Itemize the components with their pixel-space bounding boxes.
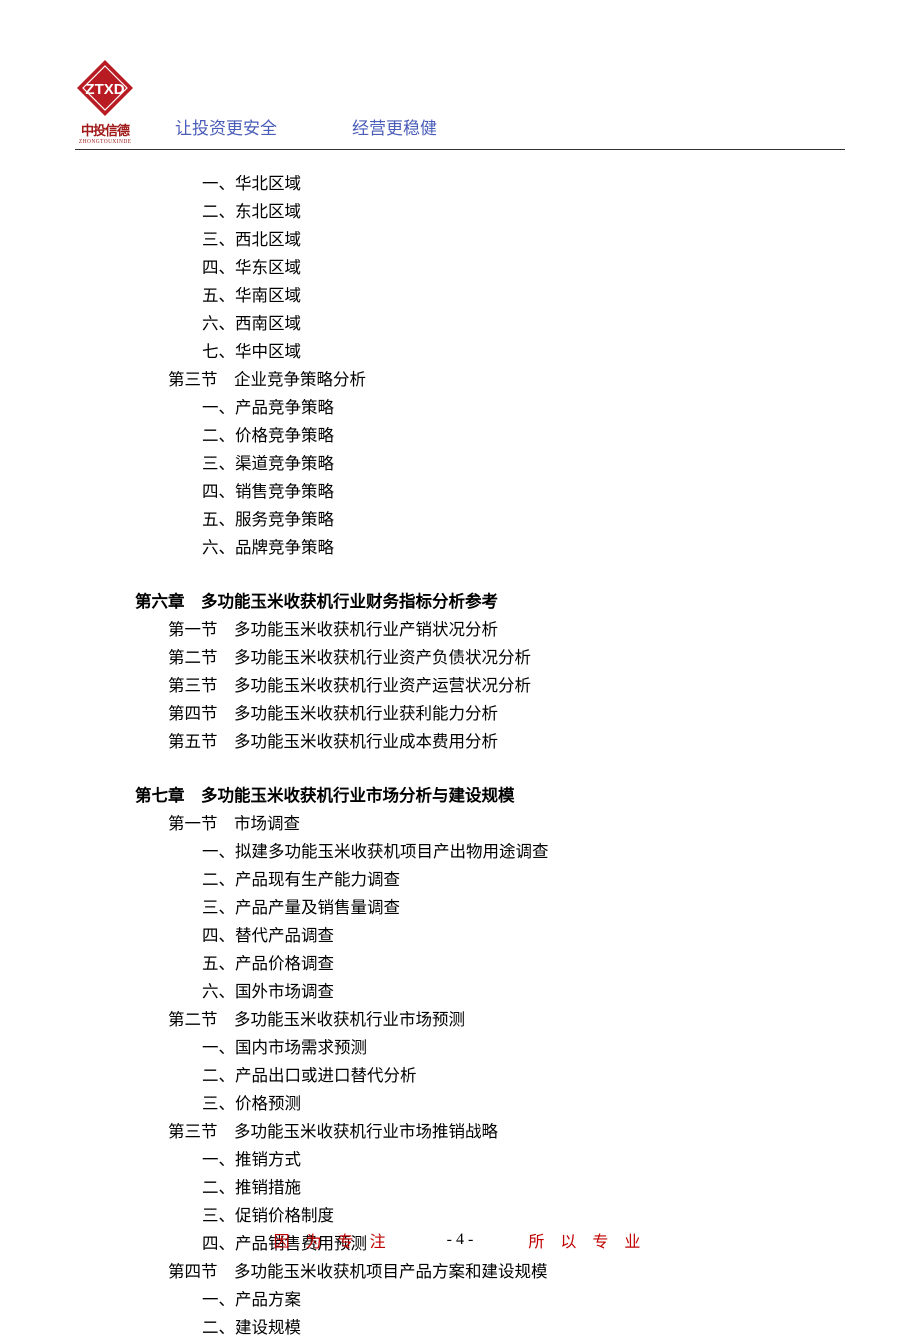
- toc-section: 第一节 市场调查: [168, 810, 820, 838]
- chapter-title: 第六章 多功能玉米收获机行业财务指标分析参考: [135, 588, 820, 616]
- toc-section: 第三节 多功能玉米收获机行业资产运营状况分析: [168, 672, 820, 700]
- toc-item: 四、销售竞争策略: [202, 478, 820, 506]
- logo-icon: ZTXD: [75, 58, 135, 118]
- toc-item: 二、建设规模: [202, 1314, 820, 1342]
- page-footer: 因 为 专 注 - 4 - 所 以 专 业: [0, 1228, 920, 1252]
- toc-content: 一、华北区域 二、东北区域 三、西北区域 四、华东区域 五、华南区域 六、西南区…: [135, 170, 820, 1342]
- toc-item: 三、价格预测: [202, 1090, 820, 1118]
- toc-item: 三、西北区域: [202, 226, 820, 254]
- toc-item: 四、华东区域: [202, 254, 820, 282]
- toc-section: 第四节 多功能玉米收获机行业获利能力分析: [168, 700, 820, 728]
- toc-item: 一、华北区域: [202, 170, 820, 198]
- logo-text-cn: 中投信德: [81, 120, 129, 139]
- toc-item: 二、产品现有生产能力调查: [202, 866, 820, 894]
- page-header: ZTXD 中投信德 ZHONGTOUXINDE 让投资更安全 经营更稳健: [75, 60, 845, 150]
- toc-item: 一、拟建多功能玉米收获机项目产出物用途调查: [202, 838, 820, 866]
- toc-item: 六、国外市场调查: [202, 978, 820, 1006]
- toc-item: 三、促销价格制度: [202, 1202, 820, 1230]
- pre-block: 一、华北区域 二、东北区域 三、西北区域 四、华东区域 五、华南区域 六、西南区…: [135, 170, 820, 562]
- toc-item: 二、推销措施: [202, 1174, 820, 1202]
- logo-block: ZTXD 中投信德 ZHONGTOUXINDE: [75, 58, 135, 145]
- toc-item: 四、替代产品调查: [202, 922, 820, 950]
- toc-section: 第三节 多功能玉米收获机行业市场推销战略: [168, 1118, 820, 1146]
- toc-item: 一、推销方式: [202, 1146, 820, 1174]
- toc-item: 七、华中区域: [202, 338, 820, 366]
- footer-left: 因 为 专 注: [274, 1228, 392, 1252]
- toc-section: 第二节 多功能玉米收获机行业资产负债状况分析: [168, 644, 820, 672]
- chapter-title: 第七章 多功能玉米收获机行业市场分析与建设规模: [135, 782, 820, 810]
- toc-section: 第四节 多功能玉米收获机项目产品方案和建设规模: [168, 1258, 820, 1286]
- toc-section: 第五节 多功能玉米收获机行业成本费用分析: [168, 728, 820, 756]
- chapter-6: 第六章 多功能玉米收获机行业财务指标分析参考 第一节 多功能玉米收获机行业产销状…: [135, 588, 820, 756]
- toc-section: 第二节 多功能玉米收获机行业市场预测: [168, 1006, 820, 1034]
- toc-section: 第一节 多功能玉米收获机行业产销状况分析: [168, 616, 820, 644]
- svg-text:ZTXD: ZTXD: [85, 81, 124, 98]
- footer-right: 所 以 专 业: [528, 1228, 646, 1252]
- toc-item: 三、渠道竞争策略: [202, 450, 820, 478]
- toc-item: 二、产品出口或进口替代分析: [202, 1062, 820, 1090]
- toc-item: 二、东北区域: [202, 198, 820, 226]
- toc-item: 五、华南区域: [202, 282, 820, 310]
- toc-item: 六、品牌竞争策略: [202, 534, 820, 562]
- slogan-left: 让投资更安全: [175, 114, 277, 139]
- toc-item: 五、服务竞争策略: [202, 506, 820, 534]
- toc-item: 三、产品产量及销售量调查: [202, 894, 820, 922]
- logo-text-en: ZHONGTOUXINDE: [79, 139, 132, 145]
- slogan-right: 经营更稳健: [352, 114, 437, 139]
- footer-page-number: - 4 -: [447, 1231, 474, 1249]
- chapter-7: 第七章 多功能玉米收获机行业市场分析与建设规模 第一节 市场调查 一、拟建多功能…: [135, 782, 820, 1342]
- toc-item: 一、产品竞争策略: [202, 394, 820, 422]
- toc-item: 一、国内市场需求预测: [202, 1034, 820, 1062]
- toc-item: 一、产品方案: [202, 1286, 820, 1314]
- toc-item: 六、西南区域: [202, 310, 820, 338]
- toc-item: 二、价格竞争策略: [202, 422, 820, 450]
- slogan: 让投资更安全 经营更稳健: [175, 114, 437, 139]
- toc-section: 第三节 企业竞争策略分析: [168, 366, 820, 394]
- toc-item: 五、产品价格调查: [202, 950, 820, 978]
